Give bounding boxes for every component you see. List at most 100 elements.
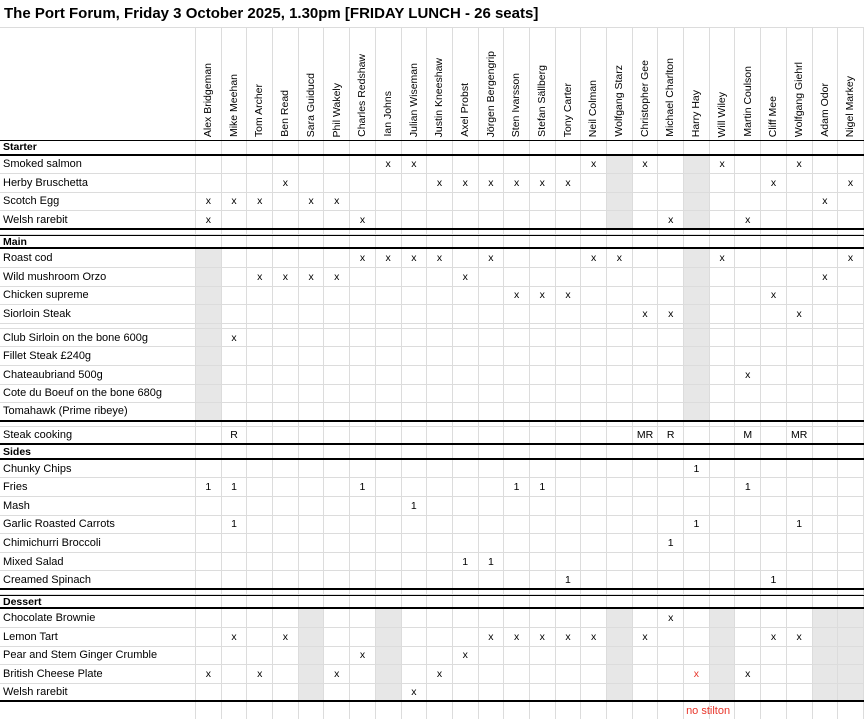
order-cell[interactable] <box>273 305 299 323</box>
order-cell[interactable] <box>222 249 248 267</box>
order-cell[interactable] <box>324 609 351 628</box>
order-cell[interactable] <box>504 426 530 444</box>
order-cell[interactable]: 1 <box>453 552 479 571</box>
order-cell[interactable] <box>479 459 505 478</box>
order-cell[interactable] <box>684 628 710 646</box>
order-cell[interactable] <box>761 365 787 384</box>
order-cell[interactable] <box>787 249 813 267</box>
order-cell[interactable] <box>299 403 325 420</box>
order-cell[interactable] <box>787 683 813 701</box>
order-cell[interactable] <box>710 267 736 286</box>
order-cell[interactable] <box>247 384 274 403</box>
order-cell[interactable] <box>299 426 325 444</box>
order-cell[interactable] <box>299 305 325 323</box>
order-cell[interactable] <box>350 515 376 534</box>
order-cell[interactable] <box>350 628 376 646</box>
order-cell[interactable] <box>427 155 453 174</box>
order-cell[interactable] <box>247 305 274 323</box>
order-cell[interactable] <box>607 609 633 628</box>
order-cell[interactable] <box>273 211 299 228</box>
order-cell[interactable] <box>530 267 556 286</box>
order-cell[interactable]: x <box>324 267 351 286</box>
attendee-column-header[interactable]: Wolfgang Giehrl <box>787 28 813 140</box>
order-cell[interactable] <box>324 426 351 444</box>
order-cell[interactable] <box>710 571 736 588</box>
order-cell[interactable] <box>787 267 813 286</box>
order-cell[interactable] <box>299 384 325 403</box>
order-cell[interactable] <box>453 683 479 701</box>
order-cell[interactable] <box>299 515 325 534</box>
order-cell[interactable] <box>376 384 402 403</box>
order-cell[interactable] <box>710 286 736 305</box>
order-cell[interactable] <box>838 211 864 228</box>
order-cell[interactable] <box>530 665 556 683</box>
order-cell[interactable]: x <box>504 286 530 305</box>
order-cell[interactable] <box>735 459 762 478</box>
order-cell[interactable] <box>196 515 222 534</box>
order-cell[interactable] <box>222 683 248 701</box>
order-cell[interactable] <box>376 403 402 420</box>
order-cell[interactable]: 1 <box>787 515 813 534</box>
order-cell[interactable] <box>299 328 325 347</box>
order-cell[interactable] <box>375 628 402 646</box>
order-cell[interactable] <box>787 552 813 571</box>
order-cell[interactable]: x <box>684 665 710 683</box>
order-cell[interactable] <box>196 365 222 384</box>
order-cell[interactable] <box>530 571 556 588</box>
order-cell[interactable] <box>838 683 864 701</box>
order-cell[interactable] <box>761 459 787 478</box>
order-cell[interactable] <box>453 347 479 365</box>
order-cell[interactable]: x <box>633 628 659 646</box>
order-cell[interactable] <box>402 384 428 403</box>
order-cell[interactable] <box>556 249 582 267</box>
order-cell[interactable] <box>813 328 839 347</box>
order-cell[interactable]: 1 <box>556 571 582 588</box>
order-cell[interactable] <box>324 534 351 552</box>
order-cell[interactable] <box>633 365 659 384</box>
order-cell[interactable] <box>247 365 274 384</box>
order-cell[interactable] <box>761 426 787 444</box>
order-cell[interactable] <box>813 286 839 305</box>
order-cell[interactable]: x <box>350 211 376 228</box>
order-cell[interactable] <box>838 426 864 444</box>
order-cell[interactable] <box>350 497 376 515</box>
order-cell[interactable] <box>684 347 710 365</box>
order-cell[interactable] <box>684 478 710 496</box>
order-cell[interactable] <box>684 305 710 323</box>
order-cell[interactable] <box>530 646 556 665</box>
order-cell[interactable] <box>556 305 582 323</box>
order-cell[interactable] <box>402 286 428 305</box>
order-cell[interactable] <box>247 211 274 228</box>
order-cell[interactable]: x <box>402 683 428 701</box>
order-cell[interactable] <box>247 403 274 420</box>
order-cell[interactable] <box>453 249 479 267</box>
order-cell[interactable]: x <box>581 249 607 267</box>
order-cell[interactable] <box>453 515 479 534</box>
order-cell[interactable] <box>684 683 710 701</box>
order-cell[interactable]: x <box>633 305 659 323</box>
order-cell[interactable] <box>350 365 376 384</box>
order-cell[interactable] <box>838 534 864 552</box>
order-cell[interactable] <box>402 365 428 384</box>
order-cell[interactable] <box>658 403 685 420</box>
order-cell[interactable] <box>581 347 607 365</box>
order-cell[interactable] <box>581 609 607 628</box>
order-cell[interactable] <box>427 552 453 571</box>
order-cell[interactable] <box>299 459 325 478</box>
order-cell[interactable] <box>658 515 685 534</box>
order-cell[interactable] <box>504 497 530 515</box>
order-cell[interactable] <box>813 155 839 174</box>
order-cell[interactable] <box>402 646 428 665</box>
order-cell[interactable] <box>787 646 813 665</box>
order-cell[interactable] <box>376 459 402 478</box>
order-cell[interactable] <box>735 628 762 646</box>
order-cell[interactable]: x <box>556 628 582 646</box>
attendee-column-header[interactable]: Nigel Markey <box>838 28 864 140</box>
order-cell[interactable] <box>273 426 299 444</box>
order-cell[interactable]: x <box>761 286 787 305</box>
order-cell[interactable] <box>504 665 530 683</box>
order-cell[interactable] <box>735 249 762 267</box>
order-cell[interactable]: x <box>196 192 222 211</box>
order-cell[interactable] <box>222 286 248 305</box>
order-cell[interactable] <box>684 534 710 552</box>
